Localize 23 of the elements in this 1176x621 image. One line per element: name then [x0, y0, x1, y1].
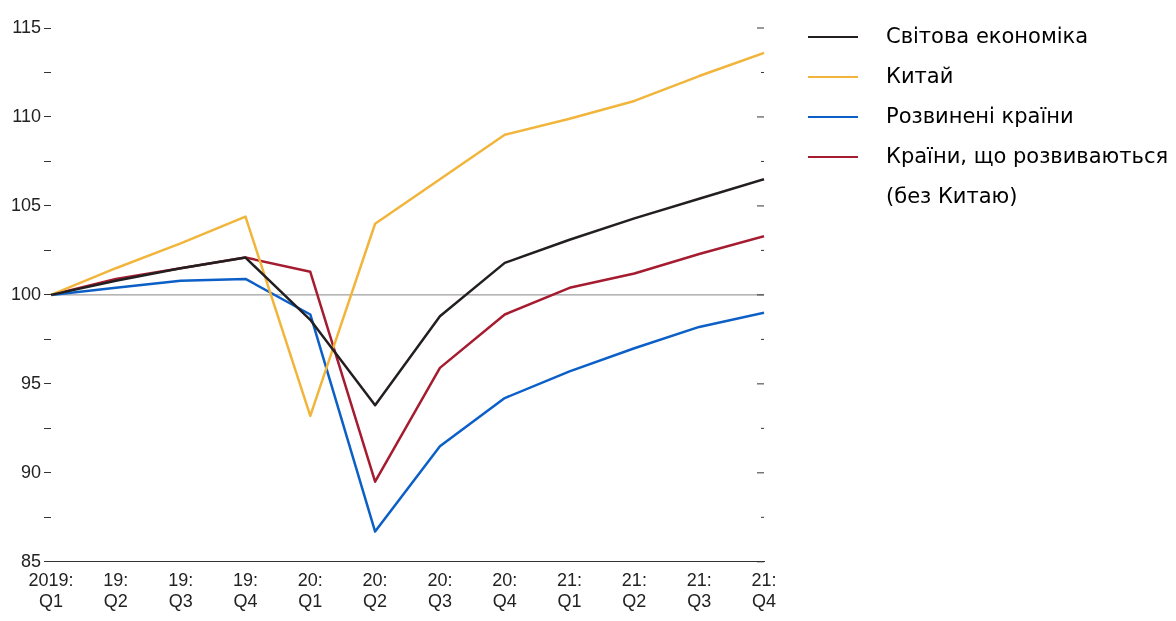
legend-label: Світова економіка [886, 23, 1089, 50]
x-tick-label: 20: Q1 [297, 569, 323, 612]
x-tick-label: 21: Q1 [557, 569, 583, 612]
x-tick-label: 19: Q3 [168, 569, 194, 612]
x-tick-label: 20: Q2 [362, 569, 388, 612]
x-tick-label: 21: Q3 [686, 569, 712, 612]
legend-label: Китай [886, 63, 954, 90]
x-tick-label: 20: Q3 [427, 569, 453, 612]
y-tick-label: 105 [10, 194, 42, 215]
x-tick-label: 21: Q4 [751, 569, 777, 612]
legend-label: Країни, що розвиваються (без Китаю) [886, 143, 1170, 210]
x-tick-label: 19: Q2 [103, 569, 129, 612]
y-tick-label: 85 [21, 550, 42, 571]
legend-label: Розвинені країни [886, 103, 1074, 130]
x-tick-label: 19: Q4 [232, 569, 258, 612]
x-tick-label: 2019: Q1 [28, 569, 74, 612]
y-tick-label: 90 [21, 461, 42, 482]
y-tick-label: 110 [12, 105, 42, 126]
x-tick-label: 20: Q4 [492, 569, 518, 612]
x-tick-label: 21: Q2 [621, 569, 647, 612]
y-tick-label: 95 [21, 372, 42, 393]
y-tick-label: 100 [10, 283, 42, 304]
y-tick-label: 115 [12, 16, 42, 37]
